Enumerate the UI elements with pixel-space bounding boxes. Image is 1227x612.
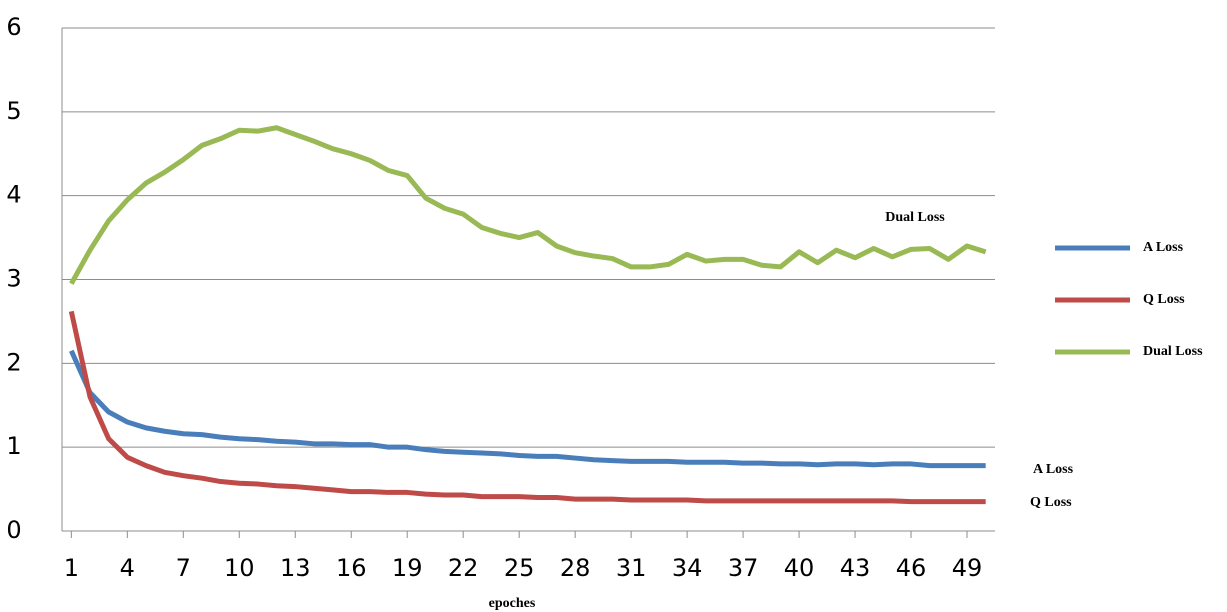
x-tick-label: 10 xyxy=(224,554,255,582)
y-tick-label: 4 xyxy=(6,181,21,209)
x-tick-label: 28 xyxy=(560,554,591,582)
x-tick-label: 19 xyxy=(392,554,423,582)
x-tick-label: 34 xyxy=(672,554,703,582)
legend-label: Q Loss xyxy=(1143,292,1185,307)
series-line xyxy=(69,125,987,285)
x-tick-label: 46 xyxy=(896,554,927,582)
y-tick-label: 0 xyxy=(6,516,21,544)
x-tick-label: 7 xyxy=(176,554,191,582)
y-tick-label: 1 xyxy=(6,432,21,460)
x-tick-label: 16 xyxy=(336,554,367,582)
legend-label: A Loss xyxy=(1143,240,1184,255)
x-tick-label: 37 xyxy=(728,554,759,582)
x-tick-label: 25 xyxy=(504,554,535,582)
x-tick-label: 49 xyxy=(952,554,983,582)
x-axis-label: epoches xyxy=(489,596,536,611)
y-tick-label: 5 xyxy=(6,97,21,125)
annotation: Q Loss xyxy=(1030,495,1072,510)
x-tick-label: 31 xyxy=(616,554,647,582)
x-tick-label: 13 xyxy=(280,554,311,582)
x-tick-label: 22 xyxy=(448,554,479,582)
series-line xyxy=(69,349,986,469)
x-tick-label: 43 xyxy=(840,554,871,582)
series-line xyxy=(68,310,986,505)
legend-label: Dual Loss xyxy=(1143,344,1203,359)
x-tick-label: 1 xyxy=(64,554,79,582)
x-tick-label: 40 xyxy=(784,554,815,582)
annotation: A Loss xyxy=(1033,462,1074,477)
y-tick-label: 3 xyxy=(6,265,21,293)
x-tick-label: 4 xyxy=(120,554,135,582)
annotation: Dual Loss xyxy=(885,210,945,225)
y-tick-label: 6 xyxy=(6,13,21,41)
y-tick-label: 2 xyxy=(6,348,21,376)
